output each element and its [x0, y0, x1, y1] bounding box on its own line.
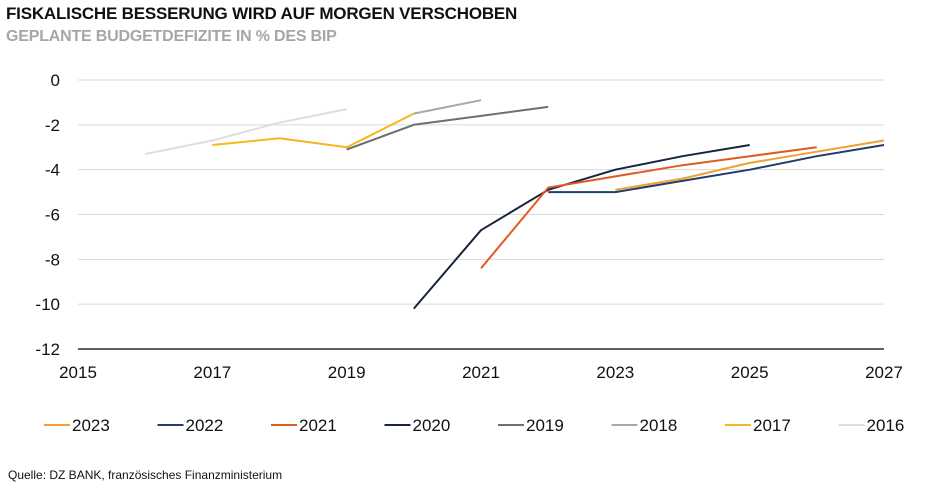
y-tick-label: -2 — [45, 116, 60, 135]
x-tick-label: 2025 — [731, 363, 769, 382]
series-line-2019 — [346, 105, 549, 151]
x-tick-label: 2023 — [596, 363, 634, 382]
series-line-2021 — [480, 146, 817, 269]
source-note: Quelle: DZ BANK, französisches Finanzmin… — [8, 468, 283, 482]
series-lines — [145, 99, 885, 310]
legend-label: 2021 — [299, 416, 337, 435]
chart-title: FISKALISCHE BESSERUNG WIRD AUF MORGEN VE… — [6, 4, 518, 23]
y-tick-label: -6 — [45, 206, 60, 225]
legend-label: 2018 — [640, 416, 678, 435]
legend-label: 2016 — [867, 416, 905, 435]
series-line-2016 — [145, 108, 347, 155]
x-tick-label: 2021 — [462, 363, 500, 382]
series-line-2023 — [615, 139, 885, 191]
x-axis-tick-labels: 2015 2017 2019 2021 2023 2025 2027 — [59, 363, 903, 382]
y-tick-label: -12 — [35, 340, 60, 359]
chart-subtitle: GEPLANTE BUDGETDEFIZITE IN % DES BIP — [6, 28, 337, 45]
y-tick-label: -10 — [35, 295, 60, 314]
y-tick-label: -8 — [45, 250, 60, 269]
x-tick-label: 2019 — [328, 363, 366, 382]
legend-label: 2022 — [186, 416, 224, 435]
series-line-2022 — [548, 144, 885, 194]
series-line-2020 — [413, 144, 750, 310]
x-tick-label: 2017 — [193, 363, 231, 382]
y-tick-label: -4 — [45, 161, 60, 180]
x-tick-label: 2027 — [865, 363, 903, 382]
legend-label: 2023 — [72, 416, 110, 435]
legend-label: 2020 — [413, 416, 451, 435]
y-tick-label: 0 — [51, 71, 60, 90]
legend-label: 2019 — [526, 416, 564, 435]
y-axis-tick-labels: 0 -2 -4 -6 -8 -10 -12 — [35, 71, 60, 359]
x-tick-label: 2015 — [59, 363, 97, 382]
series-line-2018 — [413, 99, 482, 115]
grid-lines — [78, 79, 884, 350]
series-line-2017 — [212, 112, 415, 149]
legend: 2023 2022 2021 2020 2019 2018 2017 2016 — [44, 416, 904, 435]
legend-label: 2017 — [753, 416, 791, 435]
